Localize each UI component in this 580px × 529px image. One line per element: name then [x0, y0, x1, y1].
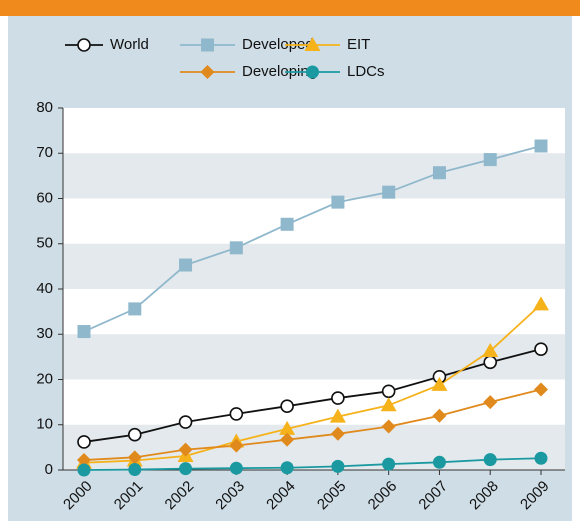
- marker: [432, 455, 446, 469]
- marker: [179, 258, 193, 272]
- marker: [304, 37, 321, 51]
- marker: [229, 438, 244, 453]
- marker: [380, 397, 397, 412]
- series-line: [83, 145, 542, 333]
- marker: [331, 195, 345, 209]
- y-tick-label: 0: [45, 461, 53, 478]
- marker: [229, 461, 243, 475]
- marker: [483, 153, 497, 167]
- marker: [431, 376, 448, 391]
- legend-label: Developing: [242, 63, 317, 80]
- marker: [482, 342, 499, 357]
- series-line: [83, 348, 542, 443]
- marker: [432, 166, 446, 180]
- grid-band: [63, 153, 565, 199]
- marker: [200, 65, 215, 79]
- marker: [77, 463, 91, 477]
- marker: [483, 355, 498, 370]
- marker: [178, 415, 193, 429]
- marker: [77, 325, 91, 339]
- marker: [534, 382, 548, 397]
- marker: [382, 457, 396, 471]
- marker: [330, 426, 345, 441]
- marker: [534, 139, 548, 153]
- series-line: [83, 457, 542, 471]
- y-tick-label: 20: [36, 370, 53, 387]
- y-tick-label: 80: [36, 99, 53, 116]
- grid-band: [63, 243, 565, 289]
- marker: [179, 462, 193, 476]
- y-tick-label: 40: [36, 280, 53, 297]
- marker: [533, 296, 549, 311]
- marker: [127, 450, 142, 465]
- marker: [77, 453, 91, 468]
- marker: [381, 419, 396, 434]
- marker: [128, 463, 142, 477]
- series-line: [83, 303, 542, 464]
- y-tick-label: 30: [36, 325, 53, 342]
- marker: [279, 420, 296, 435]
- marker: [483, 395, 498, 410]
- marker: [280, 461, 294, 475]
- legend-label: Developed: [242, 36, 314, 53]
- marker: [483, 453, 497, 467]
- marker: [128, 302, 142, 316]
- marker: [331, 459, 345, 473]
- y-tick-label: 10: [36, 416, 53, 433]
- marker: [280, 399, 294, 413]
- legend-label: LDCs: [347, 63, 385, 80]
- marker: [77, 38, 91, 52]
- y-tick-label: 60: [36, 189, 53, 206]
- marker: [77, 435, 91, 449]
- marker: [382, 185, 396, 199]
- marker: [201, 38, 214, 52]
- marker: [229, 241, 243, 255]
- y-tick-label: 70: [36, 144, 53, 161]
- marker: [306, 65, 319, 79]
- header-bar: [0, 0, 580, 16]
- marker: [280, 432, 295, 447]
- legend-label: World: [110, 36, 149, 53]
- marker: [534, 342, 548, 356]
- marker: [331, 391, 345, 405]
- marker: [381, 384, 396, 399]
- marker: [329, 408, 346, 423]
- y-tick-label: 50: [36, 235, 53, 252]
- marker: [127, 427, 142, 442]
- marker: [229, 407, 244, 421]
- legend-label: EIT: [347, 36, 370, 53]
- marker: [534, 451, 548, 465]
- marker: [432, 408, 447, 423]
- marker: [280, 217, 294, 231]
- marker: [178, 442, 193, 457]
- series-line: [83, 388, 542, 461]
